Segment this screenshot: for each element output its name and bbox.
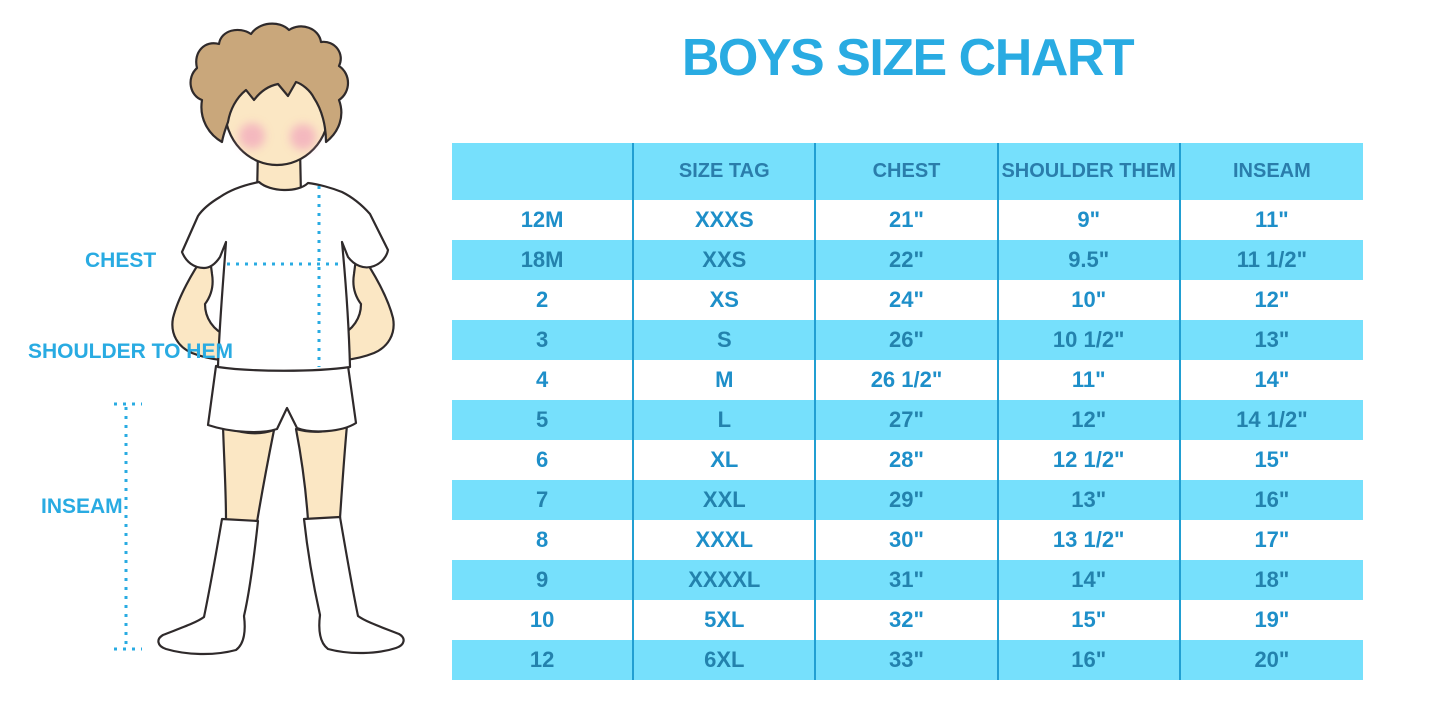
boy-illustration xyxy=(114,22,405,656)
table-cell: M xyxy=(634,360,817,400)
table-cell: XXL xyxy=(634,480,817,520)
header-cell: CHEST xyxy=(816,143,999,200)
left-cheek xyxy=(239,123,265,149)
table-cell: 9.5" xyxy=(998,240,1181,280)
table-cell: 11" xyxy=(1255,207,1289,232)
shorts xyxy=(206,364,358,434)
table-cell: 2 xyxy=(452,280,635,320)
table-cell: 14" xyxy=(1254,367,1290,392)
header-cell: SHOULDER THEM xyxy=(998,143,1181,200)
table-cell: 9" xyxy=(999,200,1181,240)
table-cell: 12M xyxy=(452,200,635,240)
table-cell: 12" xyxy=(998,400,1181,440)
table-cell: 13" xyxy=(1180,320,1363,360)
table-cell: 6XL xyxy=(634,640,817,680)
table-row: 10 5XL 32" 15" 19" xyxy=(452,600,1363,640)
table-row: 9 XXXXL 31" 14" 18" xyxy=(452,560,1363,600)
table-cell: 16" xyxy=(998,640,1181,680)
table-cell: 12 1/2" xyxy=(999,440,1181,480)
table-row: 8 XXXL 30" 13 1/2" 17" xyxy=(452,520,1363,560)
table-row: 2 XS 24" 10" 12" xyxy=(452,280,1363,320)
shoulder-to-hem-label: SHOULDER TO HEM xyxy=(28,340,233,363)
table-cell: 28" xyxy=(816,440,999,480)
right-sock xyxy=(302,515,405,655)
header-cell: INSEAM xyxy=(1180,143,1363,200)
table-cell: 14 1/2" xyxy=(1180,400,1363,440)
table-cell: 30" xyxy=(816,520,999,560)
table-cell: XXXS xyxy=(634,200,817,240)
table-cell: 16" xyxy=(1180,480,1363,520)
table-cell: 12" xyxy=(1254,287,1290,312)
table-cell: 13" xyxy=(998,480,1181,520)
table-cell: 26" xyxy=(816,320,999,360)
chest-label: CHEST xyxy=(85,249,157,272)
table-row: 6 XL 28" 12 1/2" 15" xyxy=(452,440,1363,480)
table-cell: 18M xyxy=(452,240,635,280)
table-cell: 29" xyxy=(816,480,999,520)
table-cell: S xyxy=(634,320,817,360)
table-cell: 11 1/2" xyxy=(1180,240,1363,280)
hair xyxy=(189,22,350,144)
table-cell: 9 xyxy=(452,560,635,600)
table-cell: XXS xyxy=(634,240,817,280)
table-cell: 21" xyxy=(816,200,999,240)
measurement-diagram: CHEST SHOULDER TO HEM INSEAM xyxy=(0,0,450,723)
header-cell xyxy=(452,143,635,200)
header-cell: SIZE TAG xyxy=(634,143,817,200)
table-header-row: SIZE TAG CHEST SHOULDER THEM INSEAM xyxy=(452,143,1363,200)
inseam-label: INSEAM xyxy=(41,495,123,518)
table-cell: 15" xyxy=(999,600,1181,640)
table-cell: XS xyxy=(634,280,817,320)
right-leg xyxy=(294,423,349,522)
table-cell: 24" xyxy=(816,280,999,320)
page-title: BOYS SIZE CHART xyxy=(681,29,1135,87)
table-cell: 10 1/2" xyxy=(998,320,1181,360)
size-table: SIZE TAG CHEST SHOULDER THEM INSEAM 12M XXXS 2… xyxy=(452,143,1363,680)
table-cell: XXXXL xyxy=(634,560,817,600)
table-cell: 31" xyxy=(816,560,999,600)
table-cell: XL xyxy=(634,440,817,480)
table-cell: 15" xyxy=(1254,447,1290,472)
table-cell: 19" xyxy=(1254,607,1290,632)
table-cell: 8 xyxy=(452,520,635,560)
t-shirt xyxy=(180,180,390,372)
right-cheek xyxy=(290,124,316,150)
table-cell: 11" xyxy=(999,360,1181,400)
table-cell: 14" xyxy=(998,560,1181,600)
table-cell: 22" xyxy=(816,240,999,280)
table-row: 12M XXXS 21" 9" 11" xyxy=(452,200,1363,240)
table-row: 12 6XL 33" 16" 20" xyxy=(452,640,1363,680)
left-leg xyxy=(221,424,276,524)
table-cell: 18" xyxy=(1180,560,1363,600)
table-cell: 3 xyxy=(452,320,635,360)
table-row: 5 L 27" 12" 14 1/2" xyxy=(452,400,1363,440)
table-cell: 26 1/2" xyxy=(816,360,999,400)
table-row: 7 XXL 29" 13" 16" xyxy=(452,480,1363,520)
table-cell: L xyxy=(634,400,817,440)
table-cell: 12 xyxy=(452,640,635,680)
table-cell: 6 xyxy=(452,440,635,480)
left-sock xyxy=(157,517,260,656)
table-cell: 4 xyxy=(452,360,635,400)
table-cell: 7 xyxy=(452,480,635,520)
table-cell: 13 1/2" xyxy=(999,520,1181,560)
table-cell: 27" xyxy=(816,400,999,440)
table-row: 4 M 26 1/2" 11" 14" xyxy=(452,360,1363,400)
table-cell: 32" xyxy=(816,600,999,640)
table-cell: XXXL xyxy=(634,520,817,560)
table-cell: 5XL xyxy=(634,600,817,640)
table-row: 18M XXS 22" 9.5" 11 1/2" xyxy=(452,240,1363,280)
table-cell: 10" xyxy=(999,280,1181,320)
table-cell: 33" xyxy=(816,640,999,680)
table-cell: 5 xyxy=(452,400,635,440)
table-cell: 10 xyxy=(452,600,635,640)
table-cell: 17" xyxy=(1254,527,1290,552)
table-cell: 20" xyxy=(1180,640,1363,680)
table-row: 3 S 26" 10 1/2" 13" xyxy=(452,320,1363,360)
